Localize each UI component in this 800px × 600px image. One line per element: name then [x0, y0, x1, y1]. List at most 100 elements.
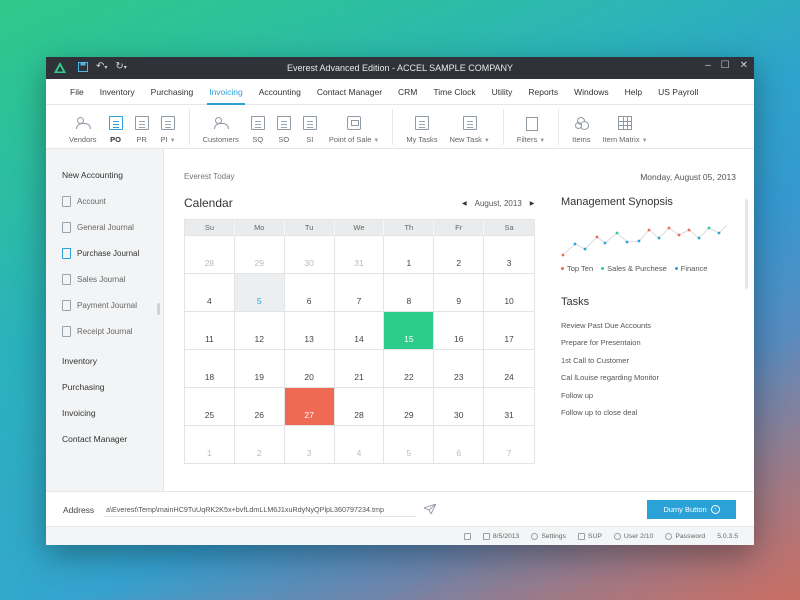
items-button[interactable]: Items [567, 110, 595, 144]
task-item[interactable]: Follow up [561, 390, 594, 400]
vendors-button[interactable]: Vendors [64, 110, 102, 144]
task-item[interactable]: Cal lLouise regarding Monitor [561, 373, 659, 383]
send-icon[interactable] [424, 504, 436, 514]
menu-contact-manager[interactable]: Contact Manager [316, 86, 383, 97]
redo-icon[interactable]: ↻▾ [115, 61, 127, 72]
point-of-sale-button[interactable]: Point of Sale ▼ [324, 110, 384, 144]
menu-windows[interactable]: Windows [574, 86, 609, 97]
calendar-day[interactable]: 21 [334, 349, 385, 387]
calendar-day[interactable]: 19 [234, 349, 285, 387]
calendar-day[interactable]: 9 [434, 273, 485, 311]
menu-utility[interactable]: Utility [491, 86, 513, 97]
calendar-day[interactable]: 1 [185, 425, 235, 463]
sq-button[interactable]: SQ [246, 110, 270, 144]
calendar-day[interactable]: 12 [234, 311, 285, 349]
calendar-day[interactable]: 6 [284, 273, 335, 311]
calendar-day[interactable]: 23 [434, 349, 485, 387]
calendar-day[interactable]: 13 [284, 311, 335, 349]
calendar-day[interactable]: 28 [334, 387, 385, 425]
task-item[interactable]: Prepare for Presentaion [561, 338, 641, 348]
task-item[interactable]: Review Past Due Accounts [561, 321, 652, 330]
calendar-day[interactable]: 29 [384, 387, 435, 425]
calendar-day[interactable]: 16 [434, 311, 485, 349]
new-task-button[interactable]: New Task ▼ [444, 110, 494, 144]
sidebar-section-contact-manager[interactable]: Contact Manager [62, 434, 128, 444]
sidebar-item-general-journal[interactable]: General Journal [46, 214, 163, 240]
calendar-day[interactable]: 22 [384, 349, 435, 387]
menu-time-clock[interactable]: Time Clock [433, 86, 476, 97]
calendar-day[interactable]: 1 [384, 235, 435, 273]
close-icon[interactable]: ✕ [739, 60, 748, 71]
calendar-day[interactable]: 8 [384, 273, 435, 311]
next-month-icon[interactable]: ▶ [529, 201, 535, 207]
sidebar-item-receipt-journal[interactable]: Receipt Journal [46, 318, 163, 344]
sidebar-section-inventory[interactable]: Inventory [62, 356, 97, 366]
calendar-day[interactable]: 18 [185, 349, 235, 387]
calendar-day[interactable]: 6 [434, 425, 485, 463]
calendar-day[interactable]: 7 [484, 425, 534, 463]
calendar-day[interactable]: 17 [484, 311, 534, 349]
calendar-day[interactable]: 31 [484, 387, 534, 425]
menu-accounting[interactable]: Accounting [258, 86, 301, 97]
calendar-day[interactable]: 30 [434, 387, 485, 425]
calendar-day[interactable]: 11 [185, 311, 235, 349]
calendar-day[interactable]: 15 [384, 311, 435, 349]
status-sup[interactable]: SUP [577, 532, 602, 540]
si-button[interactable]: SI [298, 110, 322, 144]
status-settings[interactable]: Settings [531, 532, 566, 540]
sidebar-new-accounting[interactable]: New Accounting [62, 170, 123, 180]
calendar-day[interactable]: 5 [384, 425, 435, 463]
menu-purchasing[interactable]: Purchasing [150, 86, 194, 97]
status-user[interactable]: User 2/10 [613, 532, 653, 540]
customers-button[interactable]: Customers [198, 110, 244, 144]
undo-icon[interactable]: ↶▾ [96, 61, 108, 72]
calendar-day[interactable]: 31 [334, 235, 385, 273]
prev-month-icon[interactable]: ◀ [462, 201, 467, 207]
address-input[interactable] [104, 503, 416, 517]
minimize-icon[interactable]: – [705, 60, 711, 71]
calendar-day[interactable]: 2 [434, 235, 485, 273]
sidebar-resize-handle[interactable] [157, 303, 160, 315]
calendar-day[interactable]: 4 [334, 425, 385, 463]
po-button[interactable]: PO [104, 110, 128, 144]
menu-invoicing[interactable]: Invoicing [201, 79, 251, 105]
calendar-day[interactable]: 2 [234, 425, 285, 463]
calendar-day[interactable]: 20 [284, 349, 335, 387]
menu-crm[interactable]: CRM [398, 86, 418, 97]
sidebar-section-purchasing[interactable]: Purchasing [62, 382, 105, 392]
sidebar-item-payment-journal[interactable]: Payment Journal [46, 292, 163, 318]
calendar-day[interactable]: 24 [484, 349, 534, 387]
calendar-day[interactable]: 28 [185, 235, 235, 273]
calendar-day[interactable]: 4 [185, 273, 235, 311]
maximize-icon[interactable]: ☐ [720, 60, 730, 71]
so-button[interactable]: SO [272, 110, 296, 144]
calendar-day[interactable]: 30 [284, 235, 335, 273]
menu-us-payroll[interactable]: US Payroll [658, 86, 699, 97]
sidebar-item-account[interactable]: Account [46, 188, 163, 214]
calendar-day[interactable]: 26 [234, 387, 285, 425]
calendar-day[interactable]: 29 [234, 235, 285, 273]
sidebar-section-invoicing[interactable]: Invoicing [62, 408, 96, 418]
pr-button[interactable]: PR [130, 110, 154, 144]
menu-reports[interactable]: Reports [528, 86, 559, 97]
calendar-day[interactable]: 14 [334, 311, 385, 349]
task-item[interactable]: 1st Call to Customer [561, 355, 629, 365]
calendar-day[interactable]: 10 [484, 273, 534, 311]
calendar-day[interactable]: 7 [334, 273, 385, 311]
calendar-day[interactable]: 25 [185, 387, 235, 425]
calendar-day[interactable]: 3 [284, 425, 335, 463]
sidebar-item-sales-journal[interactable]: Sales Journal [46, 266, 163, 292]
calendar-day[interactable]: 3 [484, 235, 534, 273]
dumy-button[interactable]: Dumy Button ↑ [647, 500, 736, 519]
my-tasks-button[interactable]: My Tasks [401, 110, 442, 144]
sidebar-item-purchase-journal[interactable]: Purchase Journal [46, 240, 163, 266]
menu-help[interactable]: Help [624, 86, 643, 97]
right-panel-scrollbar[interactable] [745, 199, 748, 289]
save-icon[interactable] [78, 61, 88, 72]
status-password[interactable]: Password [665, 532, 705, 540]
calendar-day[interactable]: 5 [234, 273, 285, 311]
item-matrix-button[interactable]: Item Matrix ▼ [598, 110, 653, 144]
pi-button[interactable]: PI ▼ [156, 110, 181, 144]
task-item[interactable]: Follow up to close deal [561, 407, 638, 417]
menu-file[interactable]: File [70, 86, 84, 97]
